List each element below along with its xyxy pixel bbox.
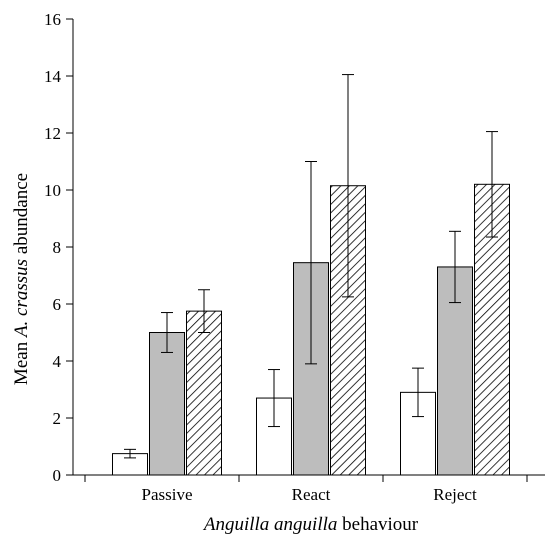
x-tick-label: Reject	[433, 485, 477, 504]
x-tick-label: Passive	[142, 485, 193, 504]
axes-layer: 0 2 4 6 8 10 12 14 16 Passive React Reject	[44, 10, 545, 504]
y-tick-label: 4	[53, 352, 62, 371]
y-tick-label: 16	[44, 10, 61, 29]
y-axis-title: Mean A. crassus abundance	[11, 173, 32, 385]
y-tick-label: 6	[53, 295, 62, 314]
x-axis-title: Anguilla anguilla behaviour	[202, 514, 419, 535]
y-tick-label: 0	[53, 466, 62, 485]
bars-layer	[112, 74, 510, 476]
bar-hatched	[186, 310, 222, 476]
y-tick-label: 10	[44, 181, 61, 200]
bar-gray	[149, 332, 185, 476]
y-tick-label: 12	[44, 124, 61, 143]
x-tick-label: React	[292, 485, 331, 504]
y-tick-label: 8	[53, 238, 62, 257]
y-tick-label: 14	[44, 67, 62, 86]
y-tick-label: 2	[53, 409, 62, 428]
